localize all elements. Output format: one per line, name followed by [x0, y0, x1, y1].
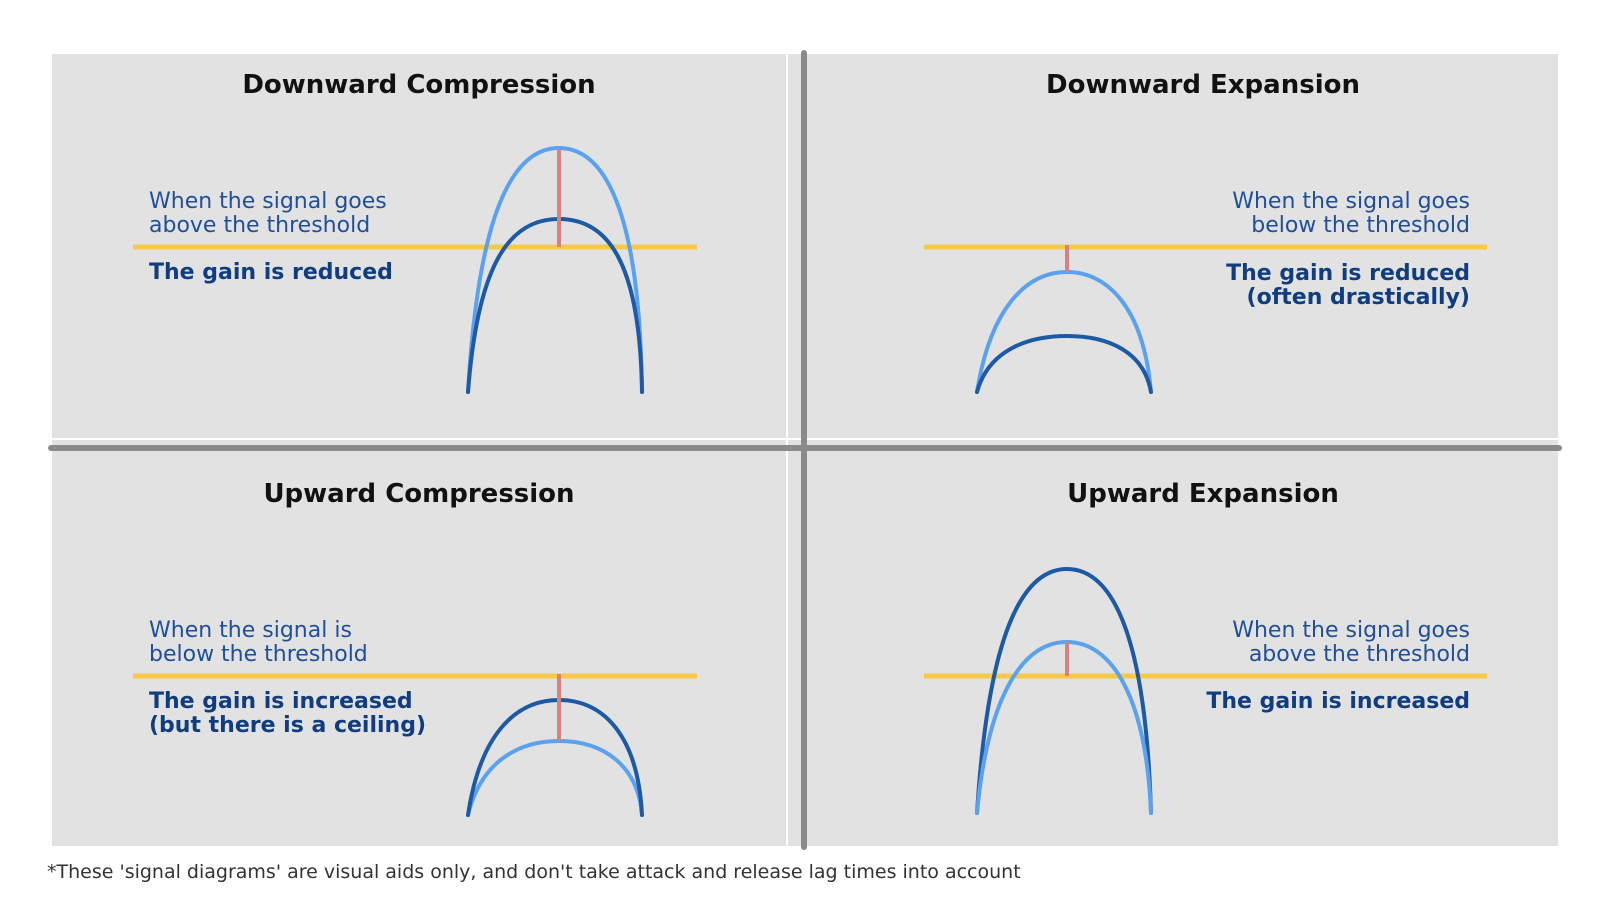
original-signal-curve: [975, 269, 1153, 394]
condition-text-upward-expansion: When the signal goes above the threshold: [1232, 618, 1470, 667]
quadrant-title-upward-expansion: Upward Expansion: [1067, 479, 1339, 509]
horizontal-divider: [48, 445, 1562, 451]
panel-upward-compression: [52, 440, 786, 846]
effect-text-upward-expansion: The gain is increased: [1206, 689, 1470, 714]
effect-text-downward-expansion: The gain is reduced (often drastically): [1226, 261, 1470, 310]
original-signal-curve: [975, 639, 1153, 815]
quadrant-title-downward-expansion: Downward Expansion: [1046, 70, 1360, 100]
diagram-downward-expansion: [924, 244, 1487, 394]
effect-text-upward-compression: The gain is increased (but there is a ce…: [149, 689, 427, 738]
quadrant-title-downward-compression: Downward Compression: [242, 70, 596, 100]
original-signal-curve: [466, 145, 644, 394]
footnote: *These 'signal diagrams' are visual aids…: [47, 861, 1021, 883]
original-signal-curve: [466, 738, 644, 817]
quadrant-title-upward-compression: Upward Compression: [263, 479, 575, 509]
diagram-downward-compression: [133, 145, 697, 394]
diagram-upward-expansion: [924, 566, 1487, 815]
processed-signal-curve: [975, 566, 1153, 815]
effect-text-downward-compression: The gain is reduced: [149, 260, 393, 285]
diagram-upward-compression: [133, 673, 697, 817]
condition-text-downward-compression: When the signal goes above the threshold: [149, 189, 387, 238]
panel-upward-expansion: [788, 440, 1558, 846]
condition-text-downward-expansion: When the signal goes below the threshold: [1232, 189, 1470, 238]
condition-text-upward-compression: When the signal is below the threshold: [149, 618, 368, 667]
processed-signal-curve: [975, 333, 1153, 394]
